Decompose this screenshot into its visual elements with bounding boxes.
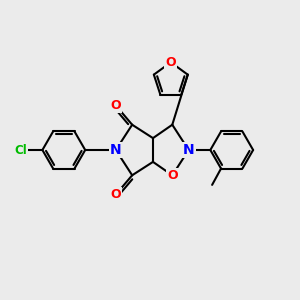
Text: N: N — [110, 143, 122, 157]
Text: N: N — [183, 143, 194, 157]
Text: O: O — [110, 188, 121, 201]
Text: O: O — [166, 56, 176, 69]
Text: O: O — [167, 169, 178, 182]
Text: O: O — [110, 99, 121, 112]
Text: Cl: Cl — [14, 143, 27, 157]
